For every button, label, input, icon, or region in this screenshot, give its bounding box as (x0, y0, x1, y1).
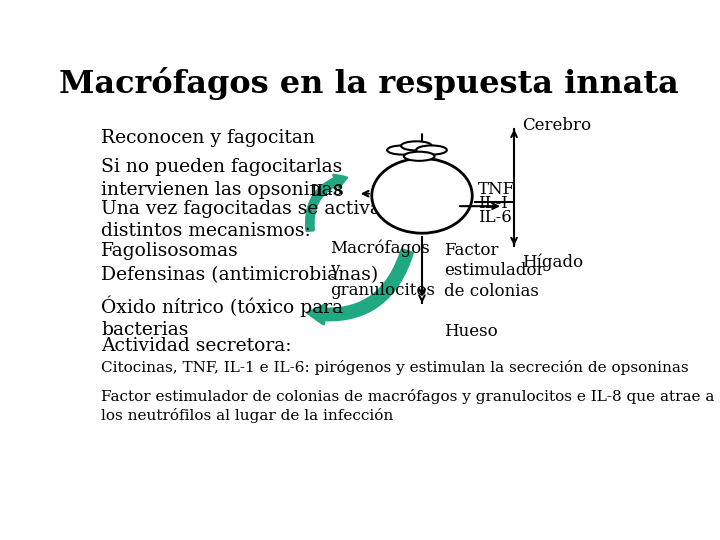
FancyArrowPatch shape (306, 175, 347, 231)
Text: Macrófagos en la respuesta innata: Macrófagos en la respuesta innata (59, 67, 679, 100)
Ellipse shape (404, 152, 435, 161)
Text: Fagolisosomas: Fagolisosomas (101, 241, 239, 260)
Text: Hueso: Hueso (444, 322, 498, 340)
Text: IL-6: IL-6 (478, 210, 511, 226)
Circle shape (372, 158, 472, 233)
Text: Factor estimulador de colonias de macrófagos y granulocitos e IL-8 que atrae a
l: Factor estimulador de colonias de macróf… (101, 389, 714, 423)
Text: Hígado: Hígado (523, 254, 584, 272)
Text: IL-I: IL-I (478, 195, 508, 212)
Ellipse shape (401, 141, 432, 151)
Text: Óxido nítrico (tóxico para
bacterias: Óxido nítrico (tóxico para bacterias (101, 295, 343, 339)
Text: Reconocen y fagocitan: Reconocen y fagocitan (101, 129, 315, 147)
Ellipse shape (416, 145, 447, 154)
Text: Actividad secretora:: Actividad secretora: (101, 337, 292, 355)
Text: Una vez fagocitadas se activan
distintos mecanismos:: Una vez fagocitadas se activan distintos… (101, 200, 393, 240)
Text: IL-8: IL-8 (310, 183, 344, 200)
Text: Factor
estimulador
de colonias: Factor estimulador de colonias (444, 241, 545, 300)
Text: Cerebro: Cerebro (523, 117, 592, 134)
Text: Citocinas, TNF, IL-1 e IL-6: pirógenos y estimulan la secreción de opsoninas: Citocinas, TNF, IL-1 e IL-6: pirógenos y… (101, 360, 689, 375)
Ellipse shape (387, 145, 418, 154)
Text: Si no pueden fagocitarlas
intervienen las opsoninas: Si no pueden fagocitarlas intervienen la… (101, 158, 343, 199)
Text: TNF: TNF (478, 181, 515, 198)
Text: Defensinas (antimicrobianas): Defensinas (antimicrobianas) (101, 266, 379, 285)
FancyArrowPatch shape (307, 249, 413, 324)
Text: Macrófagos
y
granulocitos: Macrófagos y granulocitos (330, 239, 435, 299)
